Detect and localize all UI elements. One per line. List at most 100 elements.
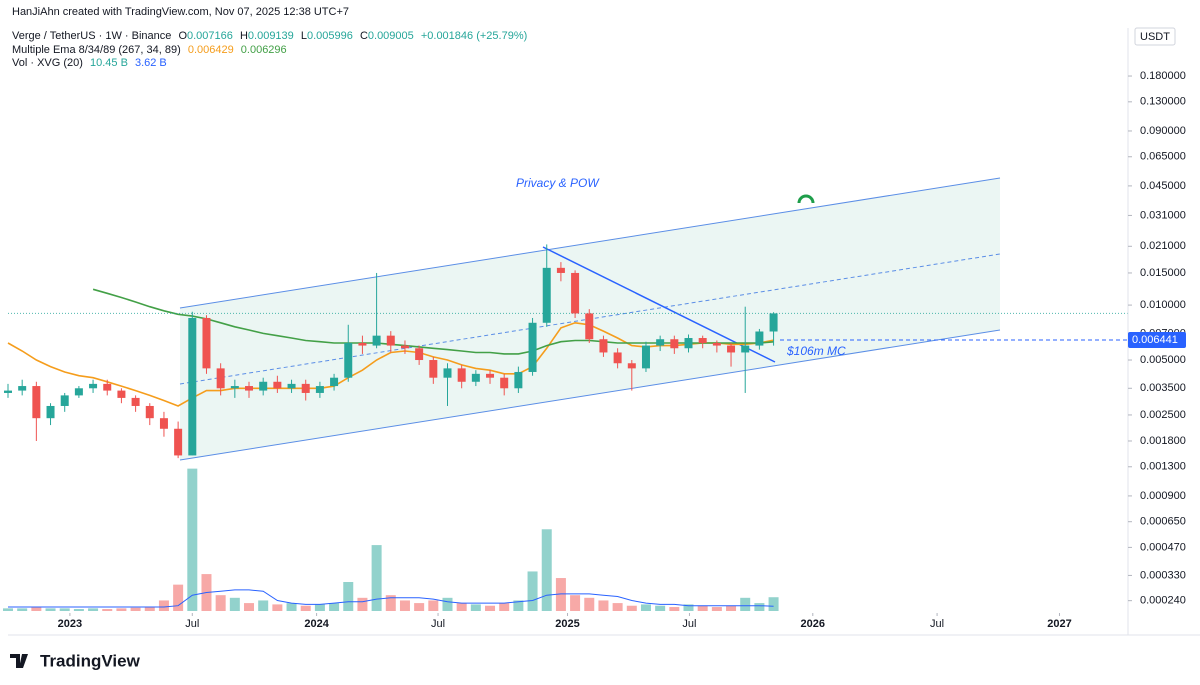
volume-bar [371, 545, 382, 611]
volume-bar [626, 605, 637, 611]
candle-body [259, 381, 268, 391]
y-tick-label: 0.045000 [1140, 180, 1186, 192]
volume-bar [158, 600, 169, 611]
candle-body [287, 383, 296, 389]
candle-body [514, 371, 523, 389]
y-tick-label: 0.015000 [1140, 267, 1186, 279]
legend-value: 0.009139 [247, 30, 294, 42]
candle-body [613, 352, 622, 364]
y-tick-label: 0.005000 [1140, 354, 1186, 366]
volume-bar [45, 608, 56, 611]
candle-body [698, 338, 707, 343]
candle-body [585, 313, 594, 340]
x-tick-label: 2027 [1047, 618, 1071, 630]
legend-volume: Vol · XVG (20) [12, 57, 83, 69]
legend-value: 0.005996 [306, 30, 353, 42]
y-tick-label: 0.002500 [1140, 409, 1186, 421]
x-tick-label: Jul [930, 618, 944, 630]
candle-body [599, 339, 608, 353]
volume-bar [385, 595, 396, 611]
candle-body [32, 386, 41, 419]
currency: USDT [1140, 31, 1170, 43]
y-tick-label: 0.010000 [1140, 299, 1186, 311]
candle-body [89, 383, 98, 389]
volume-bar [711, 607, 722, 611]
y-tick-label: 0.090000 [1140, 125, 1186, 137]
legend-key: L [300, 30, 307, 42]
candle-body [670, 339, 679, 349]
volume-bar [513, 600, 524, 611]
candle-body [174, 428, 183, 456]
volume-bar [428, 600, 439, 611]
price-badge [1128, 331, 1186, 348]
x-tick-label: 2026 [801, 618, 825, 630]
volume-bar [555, 578, 566, 611]
volume-bar [527, 571, 538, 611]
candle-body [159, 418, 168, 429]
volume-bar [244, 603, 255, 611]
legend-value: 0.009005 [367, 30, 414, 42]
candle-body [415, 348, 424, 361]
annotation: Privacy & POW [516, 176, 600, 190]
x-tick-label: 2024 [304, 618, 329, 630]
legend-value: 3.62 B [134, 57, 167, 69]
legend-value: 10.45 B [89, 57, 128, 69]
candle-body [315, 386, 324, 393]
y-tick-label: 0.001300 [1140, 461, 1186, 473]
annotation: $106m MC [786, 344, 846, 358]
candle-body [4, 390, 12, 393]
volume-bar [726, 605, 737, 611]
candle-body [245, 386, 254, 391]
candle-body [330, 377, 339, 387]
volume-bar [414, 603, 425, 611]
volume-bar [144, 607, 155, 611]
candle-body [103, 383, 112, 391]
volume-bar [442, 597, 453, 611]
volume-bar [456, 603, 467, 611]
volume-bar [314, 604, 325, 611]
volume-bar [598, 600, 609, 611]
legend-value: 0.006296 [240, 44, 287, 56]
volume-bar [31, 607, 42, 611]
volume-bar [655, 605, 666, 611]
volume-ma-line [8, 589, 774, 608]
candle-body [131, 397, 140, 406]
candle-body [216, 368, 225, 389]
candle-body [443, 368, 452, 378]
candle-body [556, 267, 565, 273]
candle-body [727, 345, 736, 353]
candle-body [202, 317, 211, 369]
magnet-icon [797, 194, 815, 204]
legend-value: 0.006429 [187, 44, 234, 56]
volume-bar [768, 597, 779, 611]
volume-bar [683, 604, 694, 611]
legend-row: Multiple Ema 8/34/89 (267, 34, 89) 0.006… [12, 44, 291, 56]
volume-bar [286, 603, 297, 611]
y-tick-label: 0.065000 [1140, 151, 1186, 163]
y-tick-label: 0.031000 [1140, 209, 1186, 221]
logo-text: TradingView [40, 651, 141, 670]
legend-value: 0.007166 [187, 30, 233, 42]
candle-body [429, 360, 438, 378]
y-tick-label: 0.000240 [1140, 595, 1186, 607]
channel-lower [179, 329, 1001, 461]
volume-bar [73, 609, 84, 611]
candle-body [60, 395, 69, 406]
volume-bar [357, 597, 368, 611]
candle-body [400, 345, 409, 349]
candle-body [273, 381, 282, 389]
legend-key: C [359, 30, 368, 42]
candle-body [358, 342, 367, 346]
volume-bar [116, 608, 127, 611]
volume-bar [102, 609, 113, 611]
legend-row: Vol · XVG (20) 10.45 B 3.62 B [12, 57, 171, 69]
candle-body [641, 345, 650, 369]
candle-body [755, 331, 764, 346]
candle-body [145, 405, 154, 419]
volume-bar [499, 603, 510, 611]
legend-title: Verge / TetherUS · 1W · Binance [12, 30, 172, 42]
x-tick-label: 2023 [58, 618, 82, 630]
candle-body [528, 322, 537, 372]
candle-body [46, 405, 55, 419]
y-tick-label: 0.000470 [1140, 541, 1186, 553]
